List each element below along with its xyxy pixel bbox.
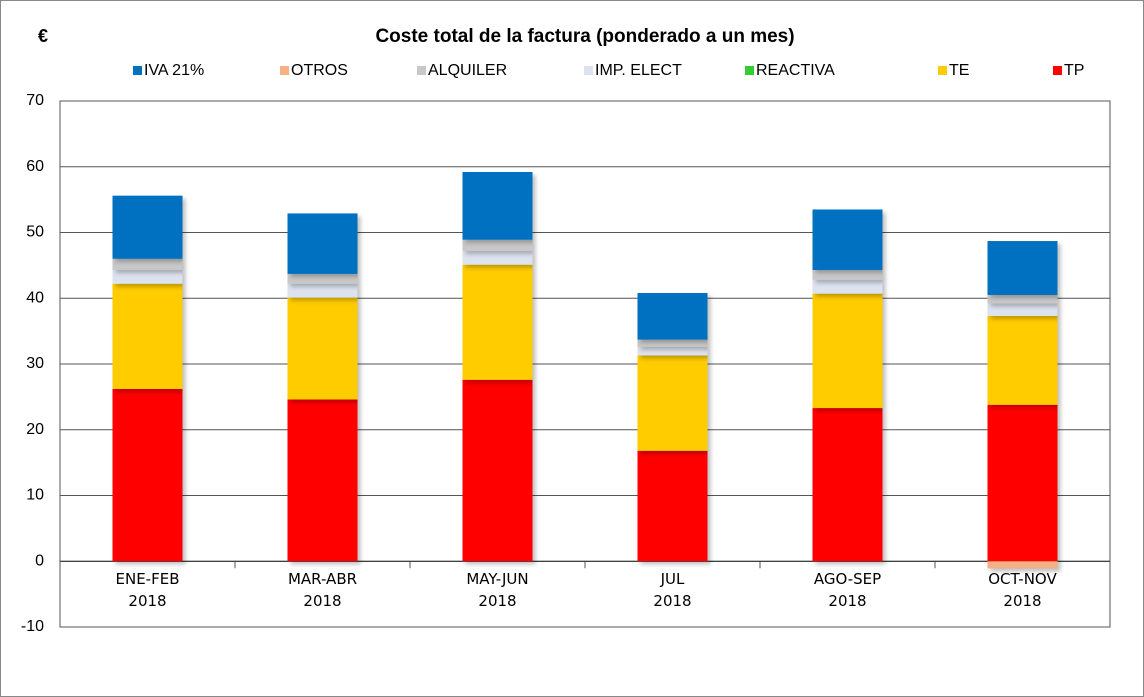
bar-segment (287, 297, 358, 400)
x-tick-label: JUL 2018 (653, 570, 692, 611)
bar-segment (112, 388, 183, 562)
y-tick-label: 50 (26, 224, 44, 241)
bar-segment (812, 293, 883, 409)
bar-segment (112, 258, 183, 270)
bar-segment (637, 292, 708, 340)
x-tick-label: OCT-NOV 2018 (988, 570, 1057, 611)
x-tick-label: ENE-FEB 2018 (115, 570, 180, 611)
bar-segment (112, 269, 183, 284)
bar-segment (287, 213, 358, 274)
legend-swatch (280, 66, 289, 75)
legend-swatch (584, 66, 593, 75)
y-tick-label: 70 (26, 92, 44, 109)
bar-segment (987, 294, 1058, 304)
legend-swatch (1053, 66, 1062, 75)
bar-segment (287, 273, 358, 284)
x-tick-label: AGO-SEP 2018 (813, 570, 882, 611)
legend-swatch (133, 66, 142, 75)
bar-segment (812, 209, 883, 270)
legend-label: IMP. ELECT (595, 62, 682, 79)
plot-border (59, 100, 1111, 628)
bar-segment (637, 450, 708, 562)
bar-segment (287, 283, 358, 298)
legend-label: ALQUILER (428, 62, 507, 79)
y-tick-label: -10 (21, 618, 44, 635)
x-tick-label: MAY-JUN 2018 (466, 570, 529, 611)
bar-segment (462, 379, 533, 562)
unit-label: € (38, 26, 48, 46)
bar-segment (112, 283, 183, 389)
legend-label: IVA 21% (144, 62, 204, 79)
bar-segment (812, 269, 883, 280)
bar-segment (812, 279, 883, 294)
y-tick-label: 30 (26, 355, 44, 372)
bar-segment (987, 404, 1058, 562)
bar-segment (637, 346, 708, 356)
bar-segment (462, 250, 533, 265)
bar-segment (287, 399, 358, 562)
bar-segment (637, 339, 708, 347)
y-tick-label: 0 (35, 552, 44, 569)
bar-segment (812, 408, 883, 562)
bar-segment (462, 172, 533, 240)
legend-swatch (938, 66, 947, 75)
bar-segment (462, 264, 533, 380)
legend-label: TP (1064, 62, 1084, 79)
y-tick-label: 60 (26, 158, 44, 175)
legend-label: TE (949, 62, 969, 79)
bar-segment (987, 561, 1058, 569)
legend-swatch (745, 66, 754, 75)
bar-segment (987, 303, 1058, 317)
x-tick-label: MAR-ABR 2018 (287, 570, 358, 611)
bar-segment (987, 316, 1058, 405)
legend-label: REACTIVA (756, 62, 835, 79)
legend-label: OTROS (291, 62, 348, 79)
y-tick-label: 40 (26, 289, 44, 306)
bar-segment (462, 239, 533, 251)
chart-title: Coste total de la factura (ponderado a u… (375, 26, 794, 47)
y-tick-label: 20 (26, 421, 44, 438)
bar-segment (112, 195, 183, 259)
y-tick-label: 10 (26, 487, 44, 504)
bar-segment (637, 355, 708, 451)
legend-swatch (417, 66, 426, 75)
bar-segment (987, 241, 1058, 295)
